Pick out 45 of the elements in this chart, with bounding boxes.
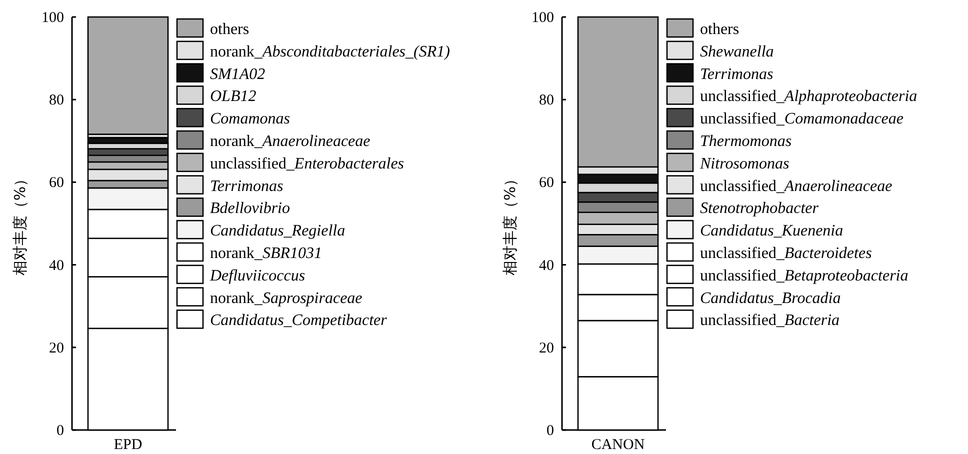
y-tick-label: 20 [539, 340, 554, 356]
legend-label: unclassified_Bacteroidetes [700, 245, 872, 262]
y-tick-label: 40 [539, 258, 554, 274]
legend-label: Candidatus_Brocadia [700, 290, 841, 307]
y-tick-label: 20 [49, 340, 64, 356]
legend-label: SM1A02 [210, 66, 266, 83]
legend-label: others [700, 21, 740, 38]
legend-label: Nitrosomonas [699, 155, 790, 172]
legend-label: OLB12 [210, 88, 256, 106]
legend-label: Bdellovibrio [210, 200, 290, 218]
legend-label: unclassified_Anaerolineaceae [700, 178, 892, 195]
legend-label: unclassified_Betaproteobacteria [700, 267, 908, 284]
legend-label: Terrimonas [700, 66, 774, 83]
legend-label: unclassified_Bacteria [700, 312, 840, 330]
y-axis-title: 相对丰度（%） [501, 171, 519, 276]
y-tick-label: 80 [49, 92, 64, 109]
x-tick-label: EPD [114, 437, 142, 453]
legend-label: others [210, 21, 250, 38]
y-tick-label: 100 [42, 10, 64, 26]
legend-label: Defluviicoccus [209, 267, 306, 284]
y-tick-label: 100 [532, 10, 554, 26]
y-tick-label: 60 [49, 175, 64, 192]
x-tick-label: CANON [591, 437, 645, 453]
legend-label: norank_SBR1031 [210, 245, 322, 262]
y-tick-label: 60 [539, 175, 554, 192]
legend-label: Thermomonas [700, 133, 792, 150]
legend-label: Stenotrophobacter [700, 200, 820, 218]
legend-label: Shewanella [700, 43, 774, 60]
legend-label: norank_Anaerolineaceae [210, 133, 370, 150]
bar [87, 16, 169, 135]
legend-label: Candidatus_Regiella [210, 222, 346, 240]
legend-label: unclassified_Comamonadaceae [700, 110, 904, 128]
legend-label: Candidatus_Kuenenia [700, 222, 844, 240]
legend-label: norank_Absconditabacteriales_(SR1) [210, 43, 450, 60]
legend-label: Terrimonas [210, 178, 284, 195]
legend-label: norank_Saprospiraceae [210, 290, 362, 307]
legend-label: Comamonas [210, 110, 290, 128]
y-axis-title: 相对丰度（%） [11, 171, 29, 276]
legend-label: Candidatus_Competibacter [210, 312, 388, 330]
y-tick-label: 80 [539, 92, 554, 109]
legend-label: unclassified_Alphaproteobacteria [700, 88, 918, 106]
y-tick-label: 0 [546, 423, 554, 439]
y-tick-label: 0 [56, 423, 64, 439]
y-tick-label: 40 [49, 258, 64, 274]
legend-label: unclassified_Enterobacterales [210, 155, 404, 172]
